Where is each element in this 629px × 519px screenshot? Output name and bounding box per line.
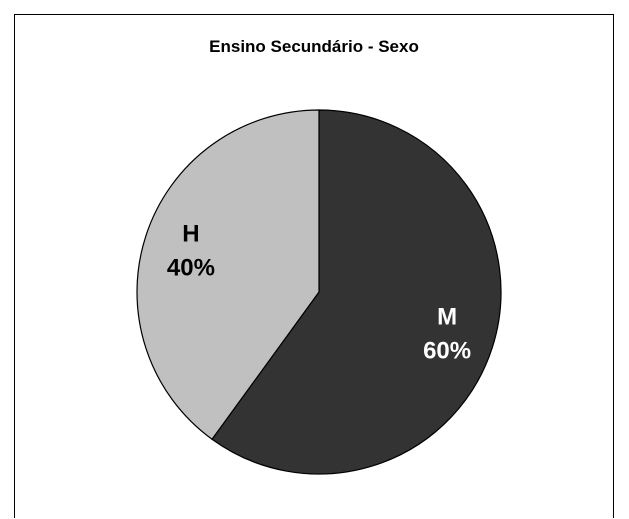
slice-percent-m: 60% bbox=[423, 338, 471, 365]
slice-label-m: M bbox=[437, 304, 457, 331]
pie-slices bbox=[136, 109, 502, 475]
slice-label-h: H bbox=[182, 220, 199, 247]
pie-labels: M 60% H 40% bbox=[167, 220, 471, 364]
chart-title: Ensino Secundário - Sexo bbox=[209, 37, 419, 56]
pie-slice-h bbox=[136, 109, 320, 441]
pie-slice-m bbox=[211, 109, 502, 475]
slice-percent-h: 40% bbox=[167, 254, 215, 281]
